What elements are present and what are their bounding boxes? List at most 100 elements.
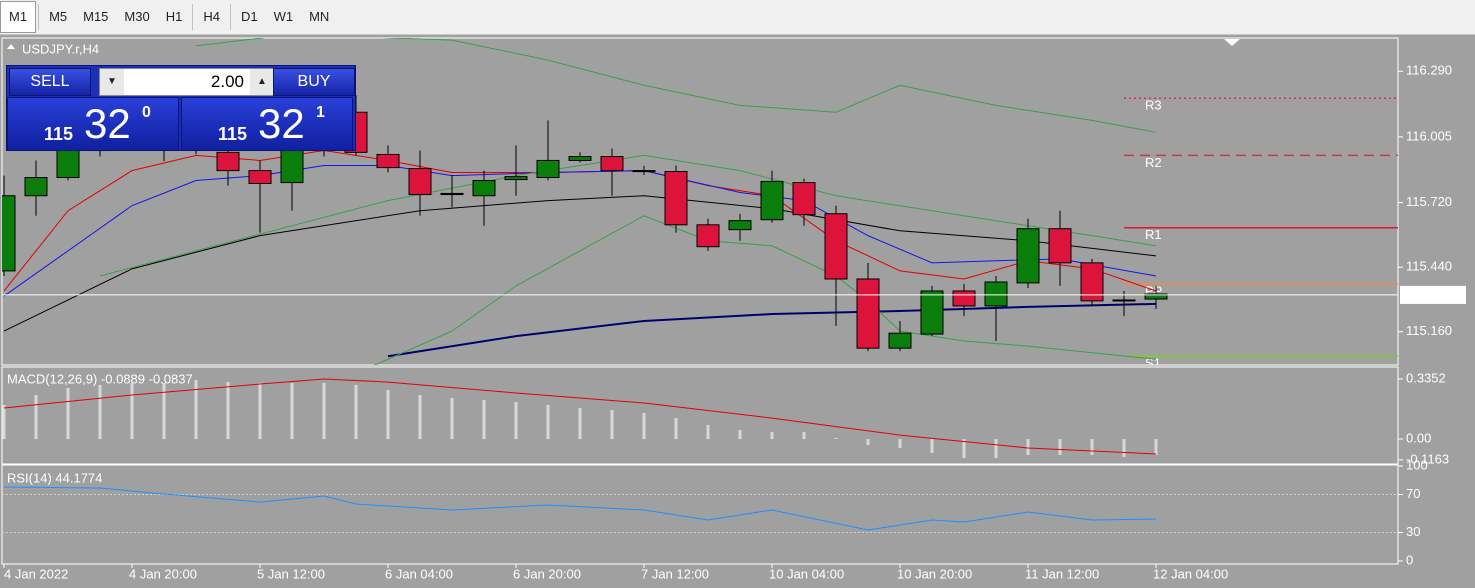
candle-body xyxy=(696,224,720,248)
bid-pips: 32 xyxy=(84,100,131,147)
y-tick-label: 115.720 xyxy=(1406,194,1452,209)
separator xyxy=(229,4,231,30)
macd-bar xyxy=(226,382,230,440)
macd-bar xyxy=(450,398,454,440)
y-tick-label: 116.005 xyxy=(1406,128,1452,143)
indicator-line xyxy=(99,154,1157,277)
candle-body xyxy=(2,195,16,272)
macd-bar xyxy=(418,394,422,440)
lot-value: 2.00 xyxy=(210,72,244,91)
macd-bar xyxy=(1090,439,1094,455)
pivot-label: S1 xyxy=(1145,356,1161,371)
symbol-label: USDJPY.r,H4 xyxy=(22,41,99,56)
y-tick-label: 70 xyxy=(1406,486,1420,501)
lot-increase[interactable]: ▲ xyxy=(250,69,274,95)
macd-bar xyxy=(962,439,966,458)
x-tick-label: 10 Jan 04:00 xyxy=(769,566,844,581)
x-tick-label: 5 Jan 12:00 xyxy=(257,566,325,581)
candle-body xyxy=(504,176,528,181)
y-tick-label: 0 xyxy=(1406,552,1413,567)
candle-body xyxy=(536,159,560,179)
ask-quote[interactable]: 115 32 1 xyxy=(181,97,353,151)
candle-body xyxy=(568,156,592,161)
buy-button[interactable]: BUY xyxy=(273,68,355,96)
macd-bar xyxy=(738,430,742,440)
candle-body xyxy=(984,281,1008,307)
current-price-box xyxy=(1400,285,1466,304)
y-tick-label: 116.290 xyxy=(1406,63,1452,78)
x-tick-label: 10 Jan 20:00 xyxy=(897,566,972,581)
candle-body xyxy=(856,278,880,349)
macd-bar xyxy=(386,389,390,440)
separator xyxy=(38,4,40,30)
macd-bar xyxy=(258,382,262,440)
ask-pips: 32 xyxy=(258,100,305,147)
timeframe-button[interactable]: M1 xyxy=(0,1,37,33)
timeframe-button[interactable]: MN xyxy=(309,9,330,24)
separator xyxy=(192,4,194,30)
macd-bar xyxy=(802,432,806,440)
macd-bar xyxy=(98,384,102,440)
candle-body xyxy=(888,332,912,349)
timeframe-button[interactable]: M5 xyxy=(49,9,68,24)
timeframe-button[interactable]: M30 xyxy=(124,9,150,24)
candle-body xyxy=(952,290,976,307)
timeframe-toolbar: M1 M5 M15 M30 H1 H4 D1 W1 MN xyxy=(0,0,1475,35)
macd-bar xyxy=(930,439,934,453)
indicator-line xyxy=(3,486,1157,531)
macd-bar xyxy=(1122,439,1126,458)
bid-quote[interactable]: 115 32 0 xyxy=(7,97,179,151)
macd-bar xyxy=(866,439,870,446)
timeframe-button[interactable]: W1 xyxy=(273,9,294,24)
macd-bar xyxy=(34,394,38,440)
candle-body xyxy=(792,182,816,216)
ask-big-figure: 115 xyxy=(218,124,248,144)
timeframe-button[interactable]: H4 xyxy=(203,9,220,24)
macd-bar xyxy=(1026,439,1030,455)
y-tick-label: 115.160 xyxy=(1406,323,1452,338)
indicator-line xyxy=(373,215,1157,365)
lot-decrease[interactable]: ▼ xyxy=(100,69,124,95)
macd-bar xyxy=(290,382,294,440)
macd-bar xyxy=(994,439,998,458)
macd-bar xyxy=(2,405,6,440)
timeframe-button[interactable]: M15 xyxy=(83,9,109,24)
y-tick-label: -0.1163 xyxy=(1406,451,1449,466)
macd-bar xyxy=(194,379,198,440)
indicator-line xyxy=(3,195,1157,332)
candle-body xyxy=(248,170,272,185)
macd-bar xyxy=(1058,439,1062,455)
candle-body xyxy=(408,168,432,196)
pivot-label: R1 xyxy=(1145,227,1162,242)
sell-button[interactable]: SELL xyxy=(9,68,91,96)
macd-bar xyxy=(898,439,902,448)
candle-body xyxy=(824,213,848,280)
lot-input[interactable]: ▼ 2.00 ▲ xyxy=(99,68,275,96)
x-tick-label: 12 Jan 04:00 xyxy=(1153,566,1228,581)
x-tick-label: 6 Jan 20:00 xyxy=(513,566,581,581)
candle-body xyxy=(280,150,304,184)
x-tick-label: 6 Jan 04:00 xyxy=(385,566,453,581)
macd-bar xyxy=(162,382,166,440)
candle-body xyxy=(472,180,496,197)
timeframe-button[interactable]: D1 xyxy=(240,9,258,24)
candle-body xyxy=(216,151,240,172)
x-tick-label: 4 Jan 20:00 xyxy=(129,566,197,581)
y-tick-label: 115.440 xyxy=(1406,259,1452,274)
candle-body xyxy=(664,171,688,226)
candle-body xyxy=(376,153,400,169)
macd-bar xyxy=(322,382,326,440)
macd-bar xyxy=(130,382,134,440)
macd-bar xyxy=(546,405,550,440)
macd-bar xyxy=(1154,439,1158,455)
macd-bar xyxy=(482,399,486,440)
macd-bar xyxy=(674,418,678,440)
indicator-line xyxy=(195,38,1157,133)
y-tick-label: 100 xyxy=(1406,457,1428,472)
candle-body xyxy=(600,156,624,172)
y-tick-label: 0.00 xyxy=(1406,430,1431,445)
current-price-label: 115.320 xyxy=(1406,286,1452,301)
timeframe-button[interactable]: H1 xyxy=(165,9,183,24)
candle-body xyxy=(1112,299,1136,302)
macd-title: MACD(12,26,9) -0.0889 -0.0837 xyxy=(7,371,193,386)
